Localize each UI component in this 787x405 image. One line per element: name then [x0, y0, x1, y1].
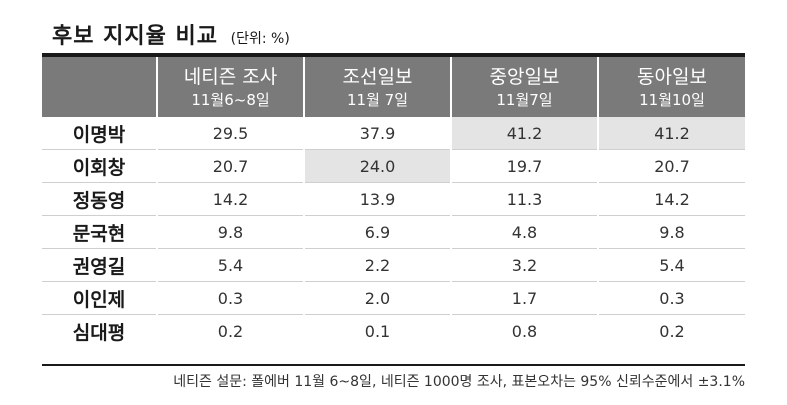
column-header: 조선일보 11월 7일	[303, 57, 451, 117]
value-cell: 0.2	[156, 314, 304, 347]
title-text: 후보 지지율 비교	[52, 24, 218, 49]
value-cell: 0.3	[156, 281, 304, 315]
candidate-name: 심대평	[42, 314, 157, 347]
value-cell: 29.5	[156, 117, 304, 150]
value-cell: 3.2	[450, 248, 598, 282]
value-cell: 14.2	[156, 182, 304, 216]
value-cell: 5.4	[156, 248, 304, 282]
value-cell: 6.9	[303, 215, 451, 249]
value-cell: 19.7	[450, 149, 598, 183]
candidate-name: 이인제	[42, 281, 157, 315]
value-cell: 20.7	[156, 149, 304, 183]
value-cell: 13.9	[303, 182, 451, 216]
value-cell: 9.8	[156, 215, 304, 249]
column-date: 11월6~8일	[191, 90, 270, 109]
value-cell: 20.7	[597, 149, 745, 183]
value-cell: 9.8	[597, 215, 745, 249]
value-cell: 1.7	[450, 281, 598, 315]
candidate-name: 권영길	[42, 248, 157, 282]
value-cell: 0.1	[303, 314, 451, 347]
poll-table: 네티즌 조사 11월6~8일 조선일보 11월 7일 중앙일보 11월7일 동아…	[42, 57, 745, 347]
column-source: 조선일보	[342, 65, 413, 88]
candidate-name: 정동영	[42, 182, 157, 216]
candidate-name: 이명박	[72, 123, 126, 146]
value-cell: 5.4	[597, 248, 745, 282]
table-row: 이회창 20.7 24.0 19.7 20.7	[42, 149, 745, 183]
candidate-name: 문국현	[42, 215, 157, 249]
value-cell: 11.3	[450, 182, 598, 216]
value-cell: 4.8	[450, 215, 598, 249]
top-rule	[42, 53, 745, 57]
chart-title: 후보 지지율 비교 (단위: %)	[52, 18, 290, 50]
table-row: 심대평 0.2 0.1 0.8 0.2	[42, 314, 745, 347]
column-header: 중앙일보 11월7일	[450, 57, 598, 117]
value-cell: 41.2	[597, 117, 745, 150]
column-source: 동아일보	[637, 65, 707, 88]
value-cell: 0.3	[597, 281, 745, 315]
column-date: 11월 7일	[347, 90, 408, 109]
bottom-rule	[42, 364, 745, 366]
value-cell: 2.0	[303, 281, 451, 315]
table-row: 이명박 29.5 37.9 41.2 41.2	[42, 117, 745, 150]
table-row: 문국현 9.8 6.9 4.8 9.8	[42, 215, 745, 249]
value-cell: 41.2	[450, 117, 598, 150]
header-corner	[42, 57, 157, 117]
header-row: 네티즌 조사 11월6~8일 조선일보 11월 7일 중앙일보 11월7일 동아…	[42, 57, 745, 117]
footnote: 네티즌 설문: 폴에버 11월 6~8일, 네티즌 1000명 조사, 표본오차…	[173, 374, 745, 390]
column-source: 네티즌 조사	[183, 65, 278, 88]
table-row: 이인제 0.3 2.0 1.7 0.3	[42, 281, 745, 315]
value-cell: 14.2	[597, 182, 745, 216]
value-cell: 0.2	[597, 314, 745, 347]
column-header: 네티즌 조사 11월6~8일	[156, 57, 304, 117]
value-cell: 2.2	[303, 248, 451, 282]
unit-label: (단위: %)	[230, 31, 290, 47]
column-header: 동아일보 11월10일	[597, 57, 745, 117]
candidate-name: 이회창	[42, 149, 157, 183]
value-cell: 37.9	[303, 117, 451, 150]
value-cell: 0.8	[450, 314, 598, 347]
table-row: 정동영 14.2 13.9 11.3 14.2	[42, 182, 745, 216]
value-cell: 24.0	[303, 149, 451, 183]
column-source: 중앙일보	[489, 65, 560, 88]
column-date: 11월10일	[639, 90, 705, 109]
column-date: 11월7일	[496, 90, 553, 109]
table-row: 권영길 5.4 2.2 3.2 5.4	[42, 248, 745, 282]
